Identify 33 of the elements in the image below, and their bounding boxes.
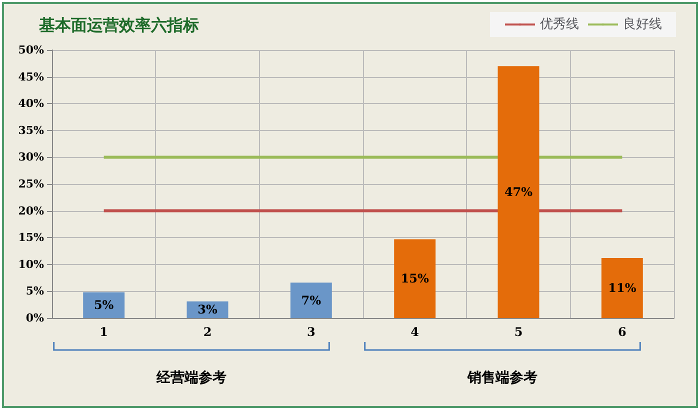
y-tick-label: 35%	[18, 124, 45, 137]
y-tick-label: 40%	[18, 97, 45, 110]
data-label: 3%	[198, 302, 218, 317]
bar	[498, 66, 540, 318]
y-tick-label: 25%	[18, 178, 45, 190]
bar	[83, 292, 125, 318]
x-tick-label: 3	[306, 325, 316, 339]
chart-title: 基本面运营效率六指标	[38, 16, 199, 34]
data-label: 11%	[608, 280, 637, 295]
y-tick-label: 15%	[18, 231, 45, 244]
text: 销售端参考	[466, 369, 538, 386]
y-tick-label: 10%	[18, 258, 45, 271]
legend-label: 良好线	[623, 17, 662, 32]
x-tick-label: 2	[203, 325, 212, 339]
x-tick-label: 4	[410, 325, 420, 339]
data-label: 7%	[301, 293, 322, 308]
x-tick-label: 5	[514, 325, 523, 339]
text: 经营端参考	[156, 369, 226, 386]
x-tick-label: 6	[618, 325, 626, 339]
y-tick-label: 30%	[18, 150, 45, 164]
data-label: 15%	[400, 272, 430, 286]
bar	[394, 239, 436, 318]
y-tick-label: 0%	[26, 312, 45, 324]
x-tick-label: 1	[100, 325, 108, 339]
legend-label: 优秀线	[540, 17, 579, 32]
y-tick-label: 20%	[18, 204, 45, 218]
data-label: 5%	[94, 298, 114, 312]
bar	[290, 282, 332, 318]
y-tick-label: 50%	[18, 44, 45, 56]
data-label: 47%	[504, 185, 534, 200]
bar	[601, 258, 643, 318]
y-tick-label: 45%	[18, 70, 45, 84]
y-tick-label: 5%	[26, 284, 45, 298]
